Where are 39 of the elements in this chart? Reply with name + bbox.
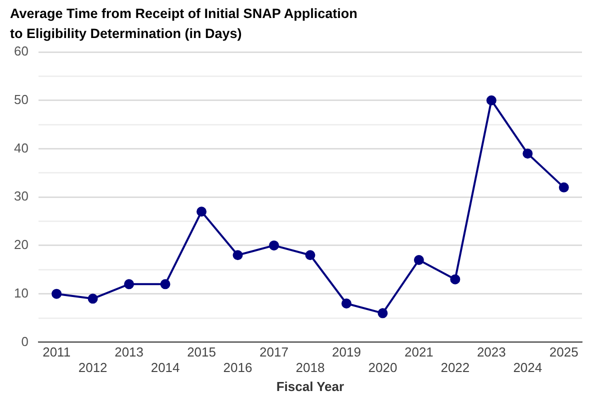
x-tick-label: 2020	[368, 360, 398, 376]
y-tick-label: 20	[14, 237, 28, 252]
point	[414, 254, 424, 265]
x-tick-label: 2015	[187, 344, 216, 360]
x-tick-label: 2021	[404, 344, 434, 360]
point	[52, 288, 62, 299]
y-tick-label: 10	[14, 285, 28, 300]
y-tick-label: 30	[14, 188, 28, 204]
x-tick-label: 2017	[260, 344, 288, 360]
y-tick-label: 40	[14, 140, 28, 156]
point	[522, 148, 533, 159]
x-tick-label: 2025	[549, 344, 578, 360]
x-tick-label: 2014	[150, 360, 180, 376]
x-tick-label: 2022	[440, 360, 470, 376]
point	[88, 294, 98, 304]
x-tick-label: 2024	[513, 360, 542, 376]
point	[378, 308, 388, 318]
x-axis-title: Fiscal Year	[276, 378, 344, 394]
y-tick-label: 50	[14, 92, 28, 107]
x-tick-label: 2023	[476, 344, 506, 360]
x-tick-label: 2019	[332, 344, 361, 360]
point	[558, 182, 569, 192]
point	[124, 279, 134, 290]
x-tick-label: 2018	[296, 360, 325, 376]
x-tick-label: 2012	[78, 360, 108, 376]
y-tick-label: 60	[14, 44, 28, 59]
chart-title: Average Time from Receipt of Initial SNAP Application to Eligibility Determination (in Days)	[10, 5, 358, 43]
point	[232, 250, 243, 260]
point	[160, 279, 170, 290]
y-tick-label: 0	[21, 334, 28, 349]
x-tick-label: 2013	[114, 344, 144, 360]
point	[268, 240, 279, 250]
point	[305, 250, 316, 260]
x-tick-label: 2011	[42, 344, 71, 360]
x-tick-label: 2016	[223, 360, 252, 376]
point	[486, 95, 496, 106]
point	[196, 206, 207, 217]
point	[450, 274, 460, 284]
point	[341, 298, 352, 309]
